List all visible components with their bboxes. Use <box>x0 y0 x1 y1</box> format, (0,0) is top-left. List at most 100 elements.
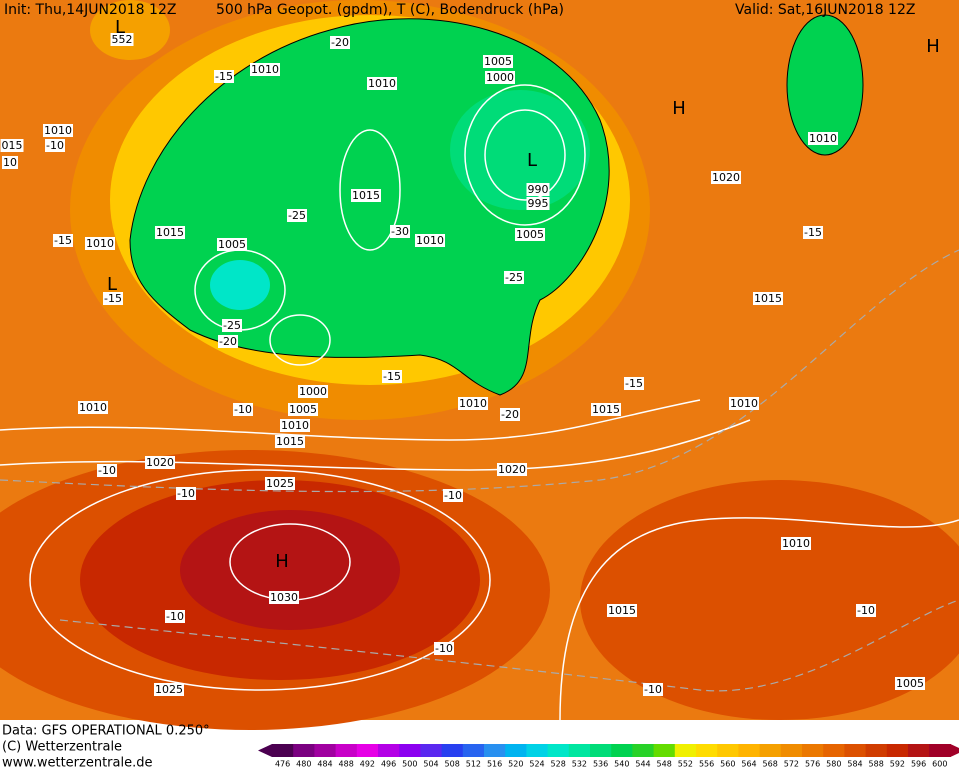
temperature-label-box <box>624 377 644 390</box>
scale-swatch <box>674 744 697 757</box>
pressure-label-box <box>483 55 513 68</box>
pressure-label-box <box>591 403 621 416</box>
pressure-label: 1020 <box>712 171 740 184</box>
temperature-label-box <box>218 335 238 348</box>
scale-label: 532 <box>572 760 587 769</box>
temperature-label-box <box>97 464 117 477</box>
pressure-label: 1025 <box>155 683 183 696</box>
temperature-label: -10 <box>234 403 252 416</box>
temperature-label-box <box>803 226 823 239</box>
scale-label: 496 <box>381 760 396 769</box>
pressure-label: 552 <box>112 33 133 46</box>
pressure-label-box <box>265 477 295 490</box>
scale-label: 524 <box>529 760 544 769</box>
scale-swatch <box>399 744 421 757</box>
temperature-label-box <box>643 683 663 696</box>
pressure-label: 1005 <box>516 228 544 241</box>
temperature-label-box <box>382 370 402 383</box>
scale-label: 508 <box>445 760 460 769</box>
pressure-label: 1010 <box>368 77 396 90</box>
temperature-label-box <box>53 234 73 247</box>
temperature-label: -20 <box>331 36 349 49</box>
temperature-label-box <box>330 36 350 49</box>
scale-label: 556 <box>699 760 714 769</box>
pressure-label-box <box>154 683 184 696</box>
pressure-label-box <box>275 435 305 448</box>
pressure-label: 1030 <box>270 591 298 604</box>
pressure-label: 1000 <box>299 385 327 398</box>
scale-swatch <box>568 744 591 757</box>
temperature-label: -20 <box>501 408 519 421</box>
scale-swatch <box>462 744 485 757</box>
init-time: Init: Thu,14JUN2018 12Z <box>4 2 176 18</box>
scale-label: 484 <box>317 760 332 769</box>
pressure-label: 1015 <box>754 292 782 305</box>
pressure-label: 1015 <box>352 189 380 202</box>
pressure-label-box <box>485 71 515 84</box>
temperature-label: -25 <box>505 271 523 284</box>
scale-swatch <box>738 744 761 757</box>
temperature-label: -15 <box>54 234 72 247</box>
pressure-label-box <box>458 397 488 410</box>
pressure-label: 1010 <box>782 537 810 550</box>
temperature-label: -10 <box>46 139 64 152</box>
website: www.wetterzentrale.de <box>2 756 152 770</box>
pressure-label: 1010 <box>416 234 444 247</box>
temperature-label: -15 <box>625 377 643 390</box>
scale-label: 492 <box>360 760 375 769</box>
pressure-label: 1010 <box>281 419 309 432</box>
pressure-label-box <box>269 591 299 604</box>
pressure-label-box <box>145 456 175 469</box>
pressure-label-box <box>250 63 280 76</box>
temperature-label-box <box>390 225 410 238</box>
scale-label: 476 <box>275 760 290 769</box>
scale-label: 568 <box>763 760 778 769</box>
scale-label: 512 <box>466 760 481 769</box>
pressure-label-box <box>217 238 247 251</box>
pressure-label: 1025 <box>266 477 294 490</box>
temperature-label-box <box>287 209 307 222</box>
scale-label: 516 <box>487 760 502 769</box>
temperature-label: -20 <box>219 335 237 348</box>
temperature-label-box <box>2 156 18 169</box>
scale-label: 520 <box>508 760 523 769</box>
fields-description: 500 hPa Geopot. (gpdm), T (C), Bodendruc… <box>216 2 564 18</box>
scale-swatch <box>632 744 655 757</box>
scale-swatch <box>378 744 400 757</box>
isotherms <box>0 249 959 692</box>
temperature-label: 10 <box>3 156 17 169</box>
scale-swatch <box>780 744 803 757</box>
temperature-label-box <box>504 271 524 284</box>
temperature-label: -10 <box>98 464 116 477</box>
scale-swatch <box>908 744 930 757</box>
temperature-label-box <box>214 70 234 83</box>
scale-swatch <box>293 744 315 757</box>
temperature-label: -10 <box>177 487 195 500</box>
pressure-center: H <box>672 98 686 119</box>
scale-swatch <box>590 744 612 757</box>
pressure-label-box <box>110 33 134 46</box>
pressure-label: 1010 <box>730 397 758 410</box>
pressure-label: 1005 <box>218 238 246 251</box>
scale-swatch <box>272 744 294 757</box>
scale-swatch <box>505 744 527 757</box>
pressure-label-box <box>298 385 328 398</box>
pressure-center: H <box>275 551 289 572</box>
pressure-label-box <box>0 139 24 152</box>
pressure-label-box <box>43 124 73 137</box>
scale-swatch <box>547 744 570 757</box>
pressure-label-box <box>711 171 741 184</box>
scale-label: 500 <box>402 760 417 769</box>
temperature-label-box <box>443 489 463 502</box>
pressure-label-box <box>497 463 527 476</box>
data-source: Data: GFS OPERATIONAL 0.250° <box>2 724 210 739</box>
scale-swatch <box>611 744 633 757</box>
scale-label: 600 <box>932 760 947 769</box>
temperature-label: -15 <box>104 292 122 305</box>
pressure-label-box <box>808 132 838 145</box>
pressure-label: 1015 <box>608 604 636 617</box>
pressure-label: 1000 <box>486 71 514 84</box>
pressure-label-box <box>155 226 185 239</box>
pressure-label: 1005 <box>289 403 317 416</box>
